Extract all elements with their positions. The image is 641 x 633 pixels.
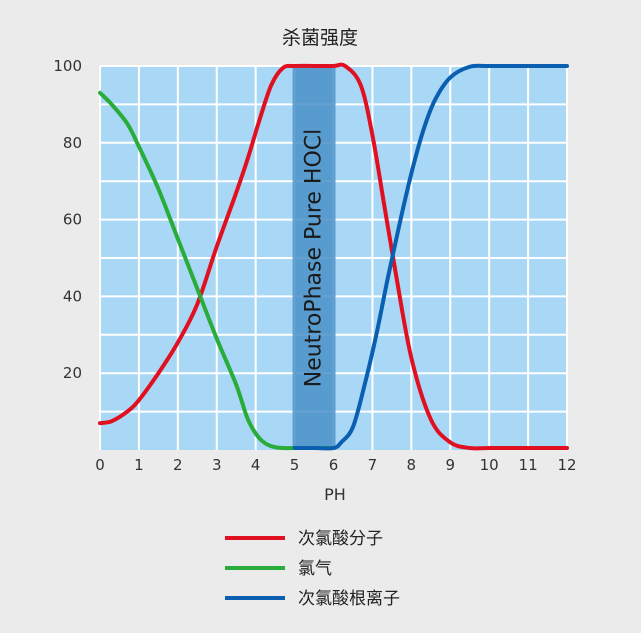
y-tick-label: 100 (53, 57, 82, 75)
x-tick-label: 3 (212, 456, 222, 474)
x-tick-label: 7 (368, 456, 378, 474)
y-tick-labels: 20 40 60 80 100 (53, 57, 82, 382)
series-group (98, 62, 569, 451)
hypochlorite-ion-line (292, 63, 569, 451)
x-tick-label: 9 (445, 456, 455, 474)
legend-label: 次氯酸根离子 (298, 589, 400, 609)
legend-chlorine-gas: 氯气 (225, 559, 332, 579)
highlight-band-label: NeutroPhase Pure HOCl (302, 129, 327, 388)
y-tick-label: 80 (63, 134, 82, 152)
x-tick-label: 0 (95, 456, 105, 474)
chlorine-gas-line (98, 90, 336, 451)
x-tick-label: 5 (290, 456, 300, 474)
x-tick-label: 4 (251, 456, 261, 474)
y-tick-label: 20 (63, 364, 82, 382)
x-tick-label: 12 (557, 456, 576, 474)
y-tick-label: 40 (63, 287, 82, 305)
x-tick-label: 11 (519, 456, 538, 474)
legend-hocl-molecule: 次氯酸分子 (225, 529, 383, 549)
hocl-molecule-line (98, 62, 569, 451)
x-tick-labels: 0 1 2 3 4 5 6 7 8 9 10 11 12 (95, 456, 576, 474)
x-tick-label: 6 (329, 456, 339, 474)
legend-hypochlorite-ion: 次氯酸根离子 (225, 589, 400, 609)
x-tick-label: 10 (480, 456, 499, 474)
highlight-band-group: NeutroPhase Pure HOCl (292, 66, 336, 450)
y-tick-label: 60 (63, 211, 82, 229)
chart-title: 杀菌强度 (282, 27, 358, 49)
highlight-band (292, 66, 336, 450)
x-tick-label: 1 (134, 456, 144, 474)
legend-label: 次氯酸分子 (298, 529, 383, 549)
x-axis-label: PH (324, 485, 346, 504)
x-tick-label: 8 (407, 456, 417, 474)
x-tick-label: 2 (173, 456, 183, 474)
legend-label: 氯气 (298, 559, 332, 579)
